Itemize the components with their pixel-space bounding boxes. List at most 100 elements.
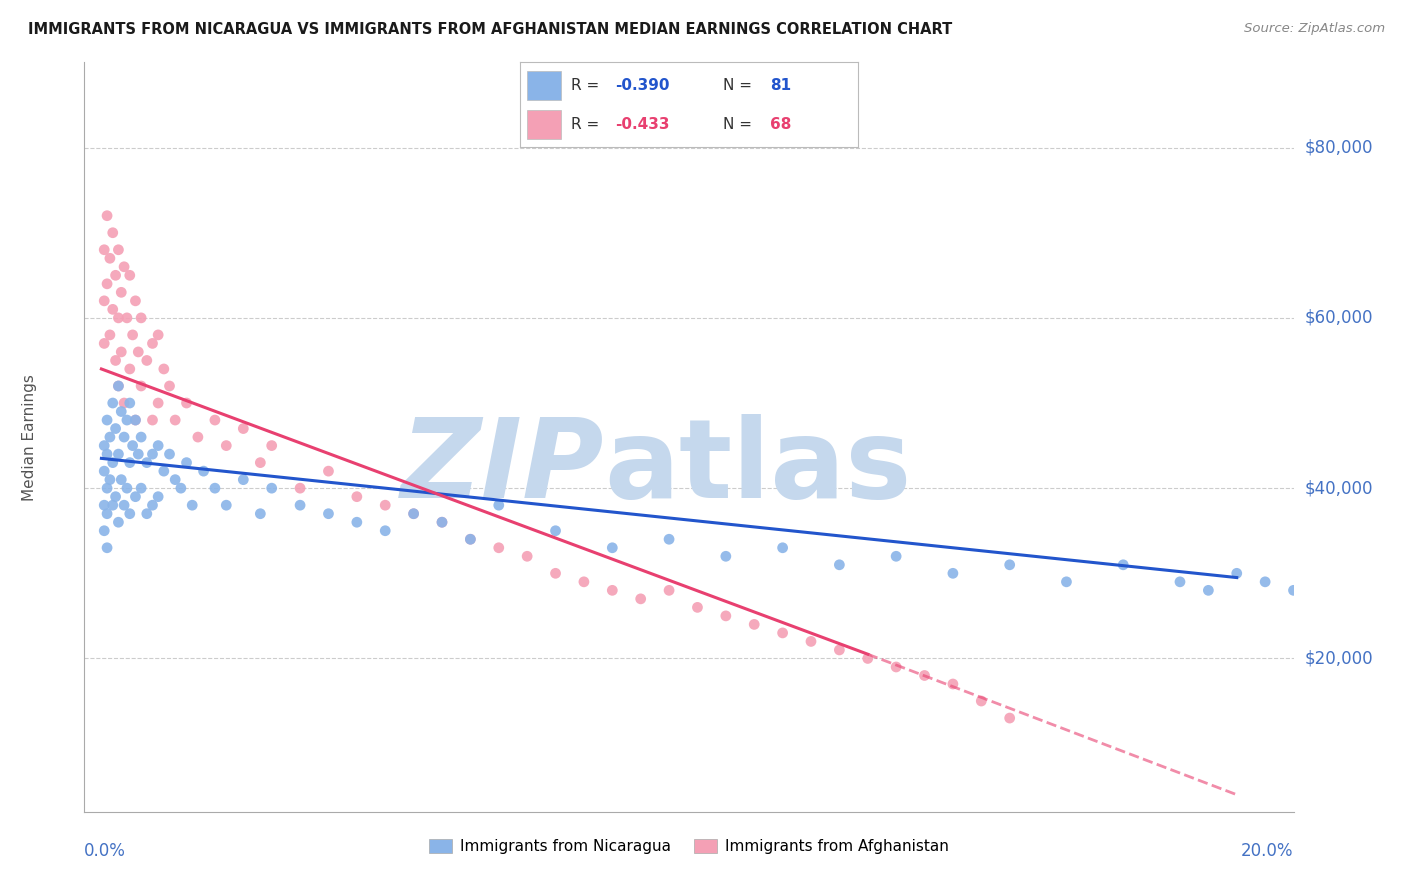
Point [93,243,115,257]
Point [204,481,226,495]
Text: 81: 81 [770,78,792,93]
Legend: Immigrants from Nicaragua, Immigrants from Afghanistan: Immigrants from Nicaragua, Immigrants fr… [423,833,955,860]
Point [96,277,118,291]
Point [1112,558,1135,572]
Point [249,456,271,470]
Point [115,413,138,427]
Text: IMMIGRANTS FROM NICARAGUA VS IMMIGRANTS FROM AFGHANISTAN MEDIAN EARNINGS CORRELA: IMMIGRANTS FROM NICARAGUA VS IMMIGRANTS … [28,22,952,37]
Point [828,558,851,572]
Point [884,549,907,564]
Point [204,413,226,427]
Text: 0.0%: 0.0% [84,842,127,860]
Point [232,421,254,435]
Point [346,515,368,529]
Point [970,694,993,708]
Point [93,439,115,453]
Point [98,252,121,266]
Point [942,566,965,581]
Point [1226,566,1249,581]
Point [165,473,187,487]
Point [828,643,851,657]
Point [1282,583,1305,598]
Point [460,533,482,547]
Point [118,362,141,376]
Point [544,566,567,581]
Point [488,541,510,555]
Point [772,541,794,555]
Point [118,456,141,470]
Point [129,430,152,444]
Point [98,327,121,342]
Point [714,608,737,623]
Point [374,498,396,512]
Point [93,524,115,538]
Point [170,481,193,495]
Text: $80,000: $80,000 [1305,138,1374,157]
Point [129,310,152,325]
Text: Median Earnings: Median Earnings [22,374,38,500]
Point [129,379,152,393]
Point [998,711,1021,725]
Point [104,421,127,435]
Point [232,473,254,487]
Point [107,379,129,393]
Point [288,481,311,495]
Point [112,498,135,512]
Point [215,439,238,453]
Point [1339,600,1361,615]
Point [165,413,187,427]
Point [686,600,709,615]
Point [742,617,765,632]
Point [346,490,368,504]
Text: N =: N = [723,117,756,132]
Point [141,498,163,512]
Text: R =: R = [571,117,605,132]
Text: ZIP: ZIP [401,414,605,521]
Point [98,473,121,487]
Bar [527,71,561,100]
Point [146,396,169,410]
Point [288,498,311,512]
Point [101,456,124,470]
Point [96,413,118,427]
Point [96,209,118,223]
Point [260,481,283,495]
Point [430,515,453,529]
Text: R =: R = [571,78,605,93]
Point [118,507,141,521]
Point [187,430,209,444]
Point [215,498,238,512]
Point [249,507,271,521]
Point [107,379,129,393]
Point [107,447,129,461]
Point [118,268,141,283]
Point [146,327,169,342]
Point [1197,583,1219,598]
Point [112,396,135,410]
Point [1168,574,1191,589]
Point [110,345,132,359]
Point [159,379,181,393]
Point [460,533,482,547]
Point [176,456,198,470]
Point [488,498,510,512]
Point [129,481,152,495]
Point [714,549,737,564]
Point [93,293,115,308]
Point [942,677,965,691]
Point [98,430,121,444]
Point [600,541,623,555]
Point [121,439,143,453]
Point [93,464,115,478]
Point [374,524,396,538]
Point [96,447,118,461]
Point [124,490,146,504]
Point [141,447,163,461]
Bar [527,110,561,139]
Text: Source: ZipAtlas.com: Source: ZipAtlas.com [1244,22,1385,36]
Point [772,626,794,640]
Point [107,515,129,529]
Point [110,404,132,418]
Point [96,481,118,495]
Point [153,464,176,478]
